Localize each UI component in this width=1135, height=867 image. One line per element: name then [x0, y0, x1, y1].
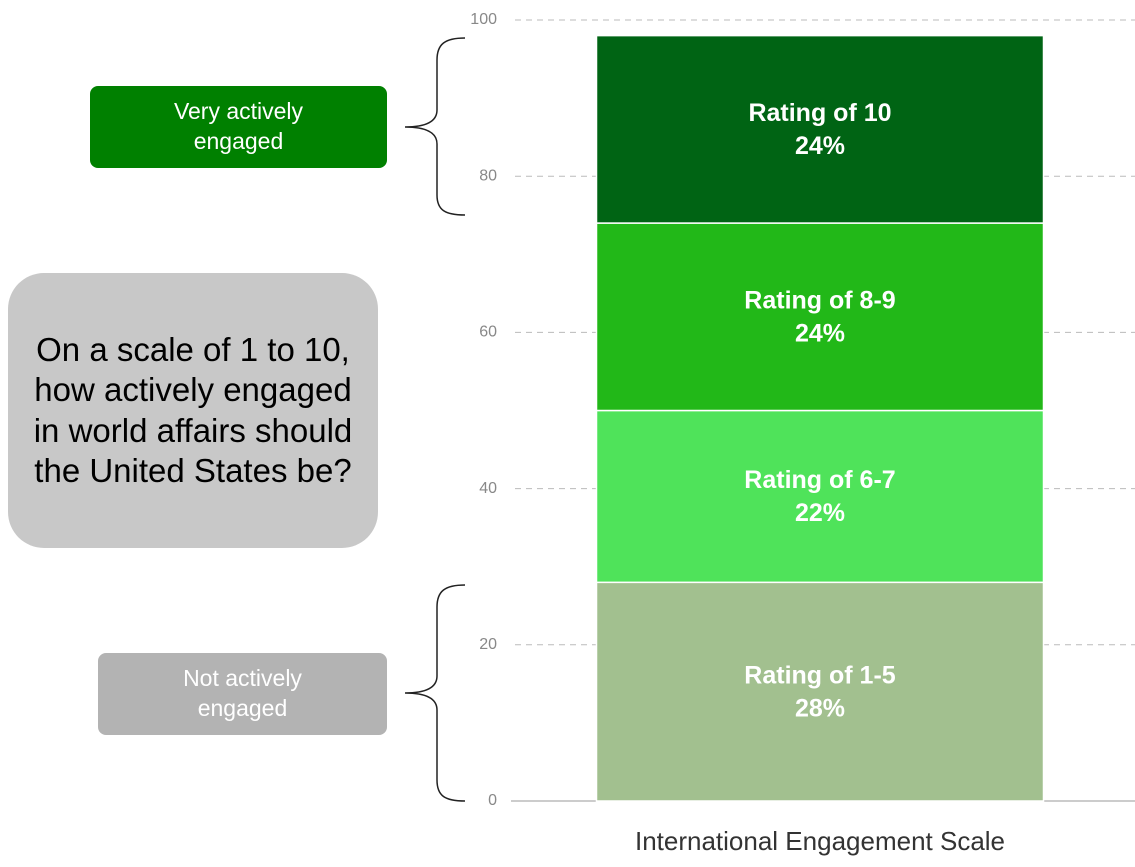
bar-segment [595, 581, 1045, 802]
value-label: 22% [795, 499, 845, 527]
annotation-not-active: Not actively engaged [98, 653, 387, 735]
value-label: 24% [795, 319, 845, 347]
y-tick-label: 20 [479, 636, 497, 653]
y-tick-label: 100 [470, 11, 497, 28]
segment-label: Rating of 1-5 [744, 661, 895, 689]
segment-label: Rating of 10 [748, 99, 891, 127]
value-label: 28% [795, 694, 845, 722]
annotation-very-active: Very actively engaged [90, 86, 387, 168]
segment-label: Rating of 6-7 [744, 466, 895, 494]
bar-segment [595, 34, 1045, 224]
brace-top [404, 37, 466, 216]
value-label: 24% [795, 132, 845, 160]
bar-segment [595, 222, 1045, 412]
x-tick-label: International Engagement Scale [635, 826, 1005, 856]
y-tick-label: 80 [479, 167, 497, 184]
segment-label: Rating of 8-9 [744, 286, 895, 314]
question-box: On a scale of 1 to 10, how actively enga… [8, 273, 378, 548]
brace-bottom [404, 584, 466, 802]
y-tick-label: 0 [488, 792, 497, 809]
bar-segment [595, 409, 1045, 584]
y-tick-label: 60 [479, 324, 497, 341]
y-tick-label: 40 [479, 480, 497, 497]
